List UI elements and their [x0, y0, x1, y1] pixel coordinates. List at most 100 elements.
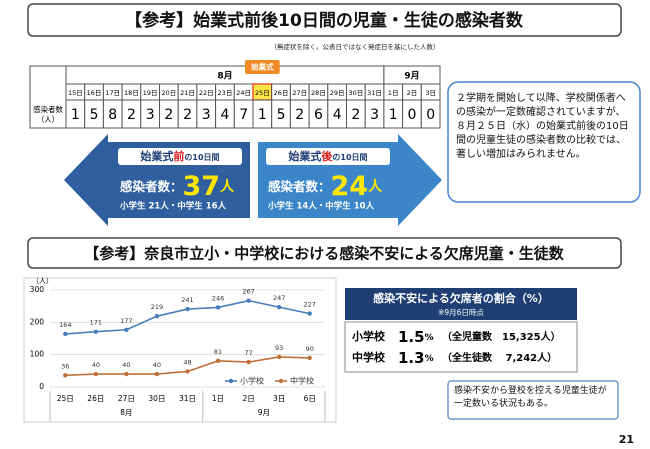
- count: 2: [351, 107, 360, 123]
- x-tick-label: 27日: [118, 394, 135, 403]
- x-tick-label: 25日: [57, 394, 74, 403]
- page-number: 21: [619, 433, 634, 446]
- x-tick-label: 26日: [87, 394, 104, 403]
- count: 2: [295, 107, 304, 123]
- count: 1: [258, 107, 267, 123]
- data-label: 177: [120, 317, 132, 325]
- day-label: 18日: [124, 89, 139, 97]
- day-label: 19日: [143, 89, 158, 97]
- count: 4: [220, 107, 229, 123]
- count-unit: 人: [368, 178, 383, 195]
- count: 1: [71, 107, 80, 123]
- point: [307, 311, 312, 316]
- ratio-detail: （全生徒数 7,242人）: [442, 351, 557, 364]
- badge-label: 始業式: [251, 62, 274, 72]
- point: [93, 329, 99, 334]
- note2: 感染不安から登校を控える児童生徒が一定数いる状況もある。: [454, 386, 607, 409]
- ratio-title: 感染不安による欠席者の割合（%）: [373, 291, 549, 305]
- x-tick-label: 2日: [242, 394, 254, 403]
- point: [276, 304, 282, 310]
- data-label: 267: [242, 288, 254, 296]
- x-tick-label: 3日: [273, 394, 285, 403]
- day-label: 1日: [388, 89, 399, 97]
- day-label: 25日: [255, 89, 270, 97]
- ratio-number: 1.3: [398, 349, 425, 367]
- data-label: 48: [183, 358, 191, 366]
- note2-wrap: 感染不安から登校を控える児童生徒が一定数いる状況もある。: [454, 386, 607, 409]
- point: [215, 305, 221, 310]
- count: 5: [90, 107, 99, 123]
- chart-frame: [23, 277, 337, 423]
- data-label: 40: [92, 361, 100, 369]
- ratio-value: 1.5%: [398, 328, 434, 346]
- y-tick-label: 0: [39, 382, 44, 391]
- ratio-note: ※9月6日時点: [438, 308, 484, 317]
- legend-label: 中学校: [290, 376, 314, 386]
- period-label-part: 後: [321, 149, 333, 163]
- data-label: 227: [304, 301, 316, 309]
- count-value: 24: [331, 171, 369, 202]
- section2-box: [27, 237, 622, 269]
- legend-swatch: [278, 378, 284, 384]
- point: [154, 371, 160, 377]
- point: [185, 369, 190, 374]
- count: 2: [183, 107, 192, 123]
- day-label: 3日: [425, 89, 436, 97]
- period-label-part: 始業式: [140, 149, 173, 163]
- day-label: 31日: [367, 89, 382, 97]
- month-label: 8月: [217, 71, 232, 82]
- data-label: 77: [244, 349, 252, 357]
- ratio-unit: %: [425, 354, 434, 364]
- count: 3: [370, 107, 379, 123]
- month-label: 8月: [120, 408, 132, 417]
- y-unit: （人）: [32, 277, 53, 285]
- day-label: 22日: [199, 89, 214, 97]
- period-label-part: 始業式: [288, 149, 321, 163]
- breakdown: 小学生 21人・中学生 16人: [119, 201, 227, 212]
- point: [215, 358, 221, 364]
- row-label: （人）: [37, 115, 60, 124]
- period-label-part: の10日間: [332, 153, 367, 162]
- y-tick-label: 300: [30, 285, 45, 294]
- period-label-part: 前: [173, 149, 184, 163]
- count: 4: [333, 107, 342, 123]
- count: 6: [314, 107, 323, 123]
- info-text: ２学期を開始して以降、学校関係者への感染が一定数確認されていますが、８月２５日（…: [456, 93, 629, 160]
- data-label: 241: [181, 296, 193, 304]
- day-label: 27日: [292, 89, 307, 97]
- day-label: 30日: [348, 89, 363, 97]
- point: [124, 371, 129, 377]
- count-unit: 人: [220, 178, 235, 195]
- count-label: 感染者数：: [120, 179, 183, 194]
- day-label: 26日: [274, 89, 289, 97]
- title: 【参考】始業式前後10日間の児童・生徒の感染者数: [125, 10, 524, 31]
- count: 0: [407, 107, 416, 123]
- month-label: 9月: [404, 71, 419, 82]
- month-label: 9月: [258, 408, 270, 417]
- data-label: 90: [306, 345, 314, 353]
- section2-title: 【参考】奈良市立小・中学校における感染不安による欠席児童・生徒数: [84, 245, 565, 263]
- data-label: 81: [214, 348, 222, 356]
- count: 2: [164, 107, 173, 123]
- count: 3: [202, 107, 211, 123]
- point: [185, 306, 190, 312]
- period-label: 始業式前の10日間: [140, 149, 219, 163]
- point: [154, 313, 160, 319]
- count-label: 感染者数：: [268, 179, 331, 194]
- day-label: 29日: [330, 89, 345, 97]
- data-label: 219: [151, 303, 163, 311]
- title-box: [27, 3, 622, 37]
- day-label: 21日: [180, 89, 195, 97]
- info-box: [447, 81, 641, 203]
- data-label: 171: [90, 319, 102, 327]
- point: [276, 354, 282, 360]
- note: （無症状を除く。公表日ではなく発症日を基にした人数）: [271, 42, 440, 51]
- count: 0: [426, 107, 435, 123]
- day-label: 20日: [161, 89, 176, 97]
- ratio-school: 小学校: [351, 329, 386, 343]
- count: 2: [127, 107, 136, 123]
- day-label: 23日: [218, 89, 233, 97]
- point: [246, 298, 251, 303]
- legend-label: 小学校: [240, 376, 264, 386]
